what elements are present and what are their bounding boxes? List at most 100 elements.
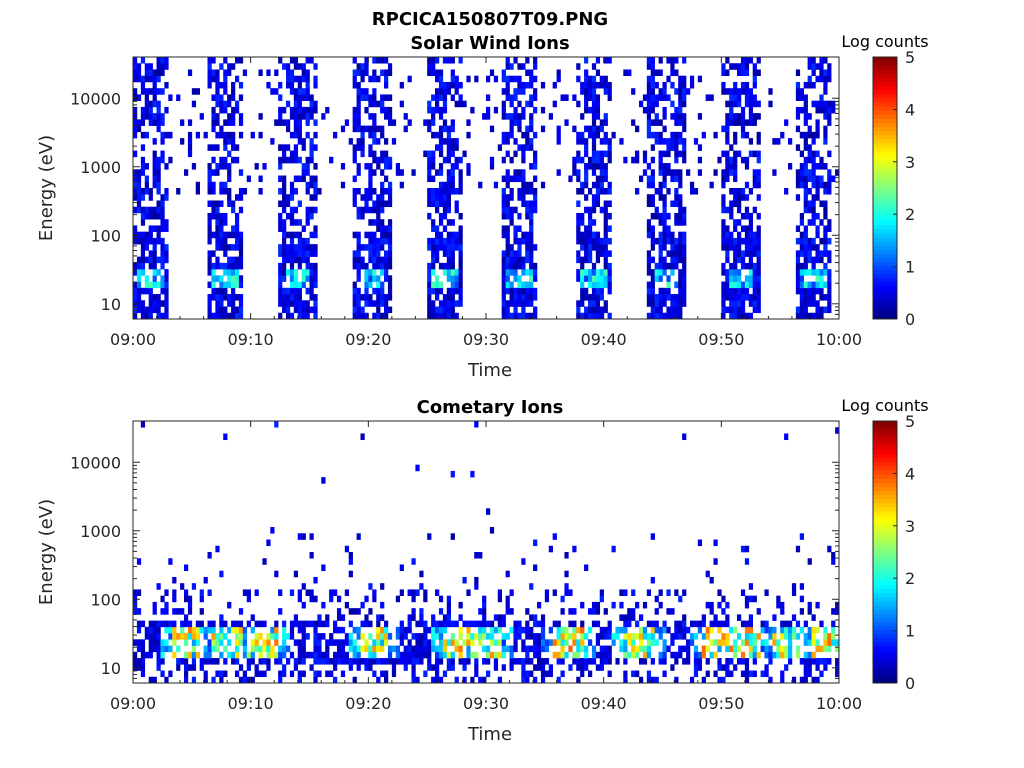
heatmap-cell (238, 206, 244, 214)
heatmap-cell (717, 639, 722, 646)
heatmap-cell (811, 200, 816, 208)
heatmap-cell (435, 106, 440, 114)
heatmap-cell (223, 269, 228, 276)
heatmap-cell (344, 589, 350, 596)
heatmap-cell (823, 131, 828, 139)
heatmap-cell (756, 231, 761, 239)
heatmap-cell (666, 212, 671, 220)
heatmap-cell (450, 287, 455, 295)
heatmap-cell (662, 645, 667, 653)
heatmap-cell (827, 545, 832, 553)
heatmap-cell (686, 645, 691, 653)
heatmap-cell (662, 231, 667, 239)
heatmap-cell (446, 175, 451, 183)
heatmap-cell (231, 200, 236, 208)
heatmap-cell (183, 589, 189, 596)
heatmap-cell (450, 281, 455, 289)
heatmap-cell (207, 651, 212, 659)
heatmap-cell (219, 262, 224, 270)
heatmap-cell (580, 287, 585, 295)
heatmap-cell (140, 651, 146, 659)
colorbar-swatch (873, 531, 897, 537)
heatmap-cell (744, 558, 750, 565)
heatmap-cell (164, 163, 169, 170)
heatmap-cell (250, 131, 255, 139)
heatmap-cell (670, 169, 675, 176)
heatmap-cell (811, 312, 816, 320)
heatmap-cell (301, 175, 306, 183)
heatmap-cell (372, 651, 377, 659)
heatmap-cell (693, 670, 699, 678)
heatmap-cell (505, 175, 510, 183)
heatmap-cell (658, 269, 663, 276)
heatmap-cell (301, 300, 306, 307)
heatmap-cell (211, 125, 216, 133)
heatmap-cell (270, 88, 275, 95)
heatmap-cell (356, 294, 361, 301)
heatmap-cell (603, 633, 608, 640)
heatmap-cell (623, 156, 628, 164)
heatmap-cell (136, 200, 142, 208)
heatmap-cell (603, 169, 608, 176)
heatmap-cell (258, 69, 263, 77)
heatmap-cell (336, 595, 342, 603)
heatmap-cell (219, 633, 224, 640)
heatmap-cell (285, 231, 291, 239)
heatmap-cell (533, 312, 538, 320)
heatmap-cell (356, 306, 361, 314)
heatmap-cell (435, 244, 440, 251)
heatmap-cell (658, 119, 663, 126)
heatmap-cell (262, 620, 267, 628)
heatmap-cell (368, 300, 373, 307)
heatmap-cell (458, 94, 463, 101)
heatmap-cell (631, 639, 636, 646)
heatmap-cell (693, 658, 699, 665)
heatmap-cell (603, 81, 608, 89)
heatmap-cell (505, 231, 510, 239)
heatmap-cell (595, 269, 601, 276)
heatmap-cell (576, 658, 581, 665)
heatmap-cell (144, 188, 149, 195)
heatmap-cell (297, 287, 302, 295)
heatmap-cell (795, 94, 801, 101)
heatmap-cell (442, 237, 448, 245)
heatmap-cell (756, 225, 761, 232)
heatmap-cell (144, 287, 149, 295)
heatmap-cell (442, 138, 448, 145)
heatmap-cell (505, 194, 510, 201)
heatmap-cell (384, 676, 389, 684)
heatmap-cell (144, 131, 149, 139)
colorbar-swatch (873, 282, 897, 287)
heatmap-cell (238, 626, 244, 634)
heatmap-cell (278, 212, 283, 220)
heatmap-cell (356, 312, 361, 320)
heatmap-cell (297, 75, 302, 83)
heatmap-cell (505, 275, 510, 282)
heatmap-cell (340, 163, 346, 170)
heatmap-cell (599, 169, 604, 176)
heatmap-cell (642, 645, 648, 653)
heatmap-cell (631, 88, 636, 95)
heatmap-cell (333, 131, 338, 139)
heatmap-cell (650, 119, 655, 126)
heatmap-cell (580, 212, 585, 220)
colorbar-tick-label: 4 (905, 100, 915, 119)
heatmap-cell (419, 620, 424, 628)
heatmap-cell (795, 275, 801, 282)
heatmap-cell (140, 670, 146, 678)
heatmap-cell (799, 175, 804, 183)
heatmap-cell (658, 633, 663, 640)
heatmap-cell (301, 533, 306, 540)
heatmap-cell (795, 113, 801, 120)
heatmap-cell (521, 63, 526, 70)
colorbar-swatch (873, 233, 897, 238)
heatmap-cell (529, 225, 534, 232)
heatmap-cell (211, 169, 216, 176)
heatmap-cell (313, 670, 318, 678)
heatmap-cell (356, 163, 361, 170)
heatmap-cell (372, 200, 377, 208)
heatmap-cell (211, 620, 216, 628)
heatmap-cell (289, 244, 295, 251)
heatmap-cell (144, 306, 149, 314)
